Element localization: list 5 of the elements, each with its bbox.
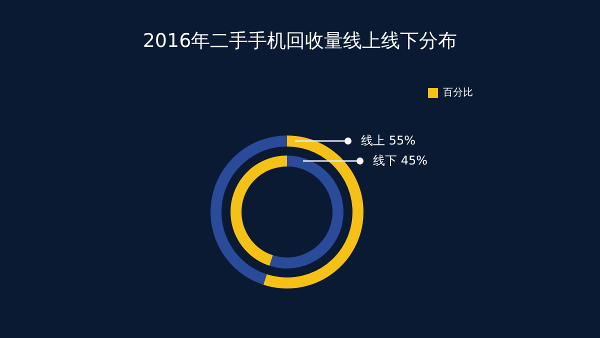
chart-title: 2016年二手手机回收量线上线下分布 [142, 30, 458, 52]
legend: 百分比 [428, 88, 473, 99]
text: 线上 55% [361, 133, 416, 148]
text: 线下 45% [373, 153, 428, 168]
legend-label: 百分比 [443, 86, 473, 99]
